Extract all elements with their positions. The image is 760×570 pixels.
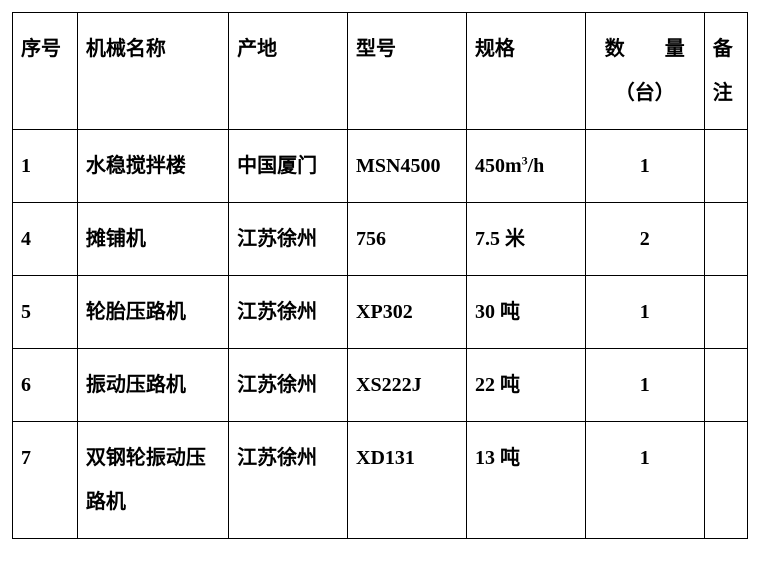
cell-origin: 中国厦门: [229, 130, 348, 203]
table-row: 5 轮胎压路机 江苏徐州 XP302 30 吨 1: [13, 276, 748, 349]
cell-seq: 7: [13, 422, 78, 539]
cell-spec: 30 吨: [466, 276, 585, 349]
cell-seq: 4: [13, 203, 78, 276]
note-header-line2: 注: [713, 82, 733, 104]
machinery-table: 序号 机械名称 产地 型号 规格 数 量 （台） 备 注 1 水稳搅拌楼 中国厦…: [12, 12, 748, 539]
col-header-origin: 产地: [229, 13, 348, 130]
cell-note: [704, 422, 747, 539]
cell-seq: 5: [13, 276, 78, 349]
cell-spec: 450m3/h: [466, 130, 585, 203]
cell-note: [704, 276, 747, 349]
cell-spec: 13 吨: [466, 422, 585, 539]
table-row: 1 水稳搅拌楼 中国厦门 MSN4500 450m3/h 1: [13, 130, 748, 203]
cell-note: [704, 349, 747, 422]
cell-name: 振动压路机: [77, 349, 228, 422]
note-header-line1: 备: [713, 38, 733, 60]
cell-origin: 江苏徐州: [229, 203, 348, 276]
cell-seq: 6: [13, 349, 78, 422]
col-header-name: 机械名称: [77, 13, 228, 130]
cell-qty: 1: [585, 349, 704, 422]
table-row: 4 摊铺机 江苏徐州 756 7.5 米 2: [13, 203, 748, 276]
cell-qty: 1: [585, 422, 704, 539]
cell-model: XP302: [348, 276, 467, 349]
col-header-seq: 序号: [13, 13, 78, 130]
cell-qty: 2: [585, 203, 704, 276]
cell-note: [704, 130, 747, 203]
table-row: 6 振动压路机 江苏徐州 XS222J 22 吨 1: [13, 349, 748, 422]
cell-name: 轮胎压路机: [77, 276, 228, 349]
cell-seq: 1: [13, 130, 78, 203]
cell-name: 双钢轮振动压路机: [77, 422, 228, 539]
table-header-row: 序号 机械名称 产地 型号 规格 数 量 （台） 备 注: [13, 13, 748, 130]
cell-model: XD131: [348, 422, 467, 539]
cell-qty: 1: [585, 276, 704, 349]
col-header-spec: 规格: [466, 13, 585, 130]
cell-origin: 江苏徐州: [229, 349, 348, 422]
cell-spec: 7.5 米: [466, 203, 585, 276]
cell-qty: 1: [585, 130, 704, 203]
qty-header-line1: 数 量: [605, 38, 685, 60]
cell-model: XS222J: [348, 349, 467, 422]
cell-name: 摊铺机: [77, 203, 228, 276]
qty-header-line2: （台）: [615, 82, 675, 104]
cell-model: MSN4500: [348, 130, 467, 203]
cell-model: 756: [348, 203, 467, 276]
cell-origin: 江苏徐州: [229, 422, 348, 539]
cell-name: 水稳搅拌楼: [77, 130, 228, 203]
table-row: 7 双钢轮振动压路机 江苏徐州 XD131 13 吨 1: [13, 422, 748, 539]
cell-spec: 22 吨: [466, 349, 585, 422]
cell-origin: 江苏徐州: [229, 276, 348, 349]
col-header-note: 备 注: [704, 13, 747, 130]
col-header-model: 型号: [348, 13, 467, 130]
cell-note: [704, 203, 747, 276]
col-header-qty: 数 量 （台）: [585, 13, 704, 130]
